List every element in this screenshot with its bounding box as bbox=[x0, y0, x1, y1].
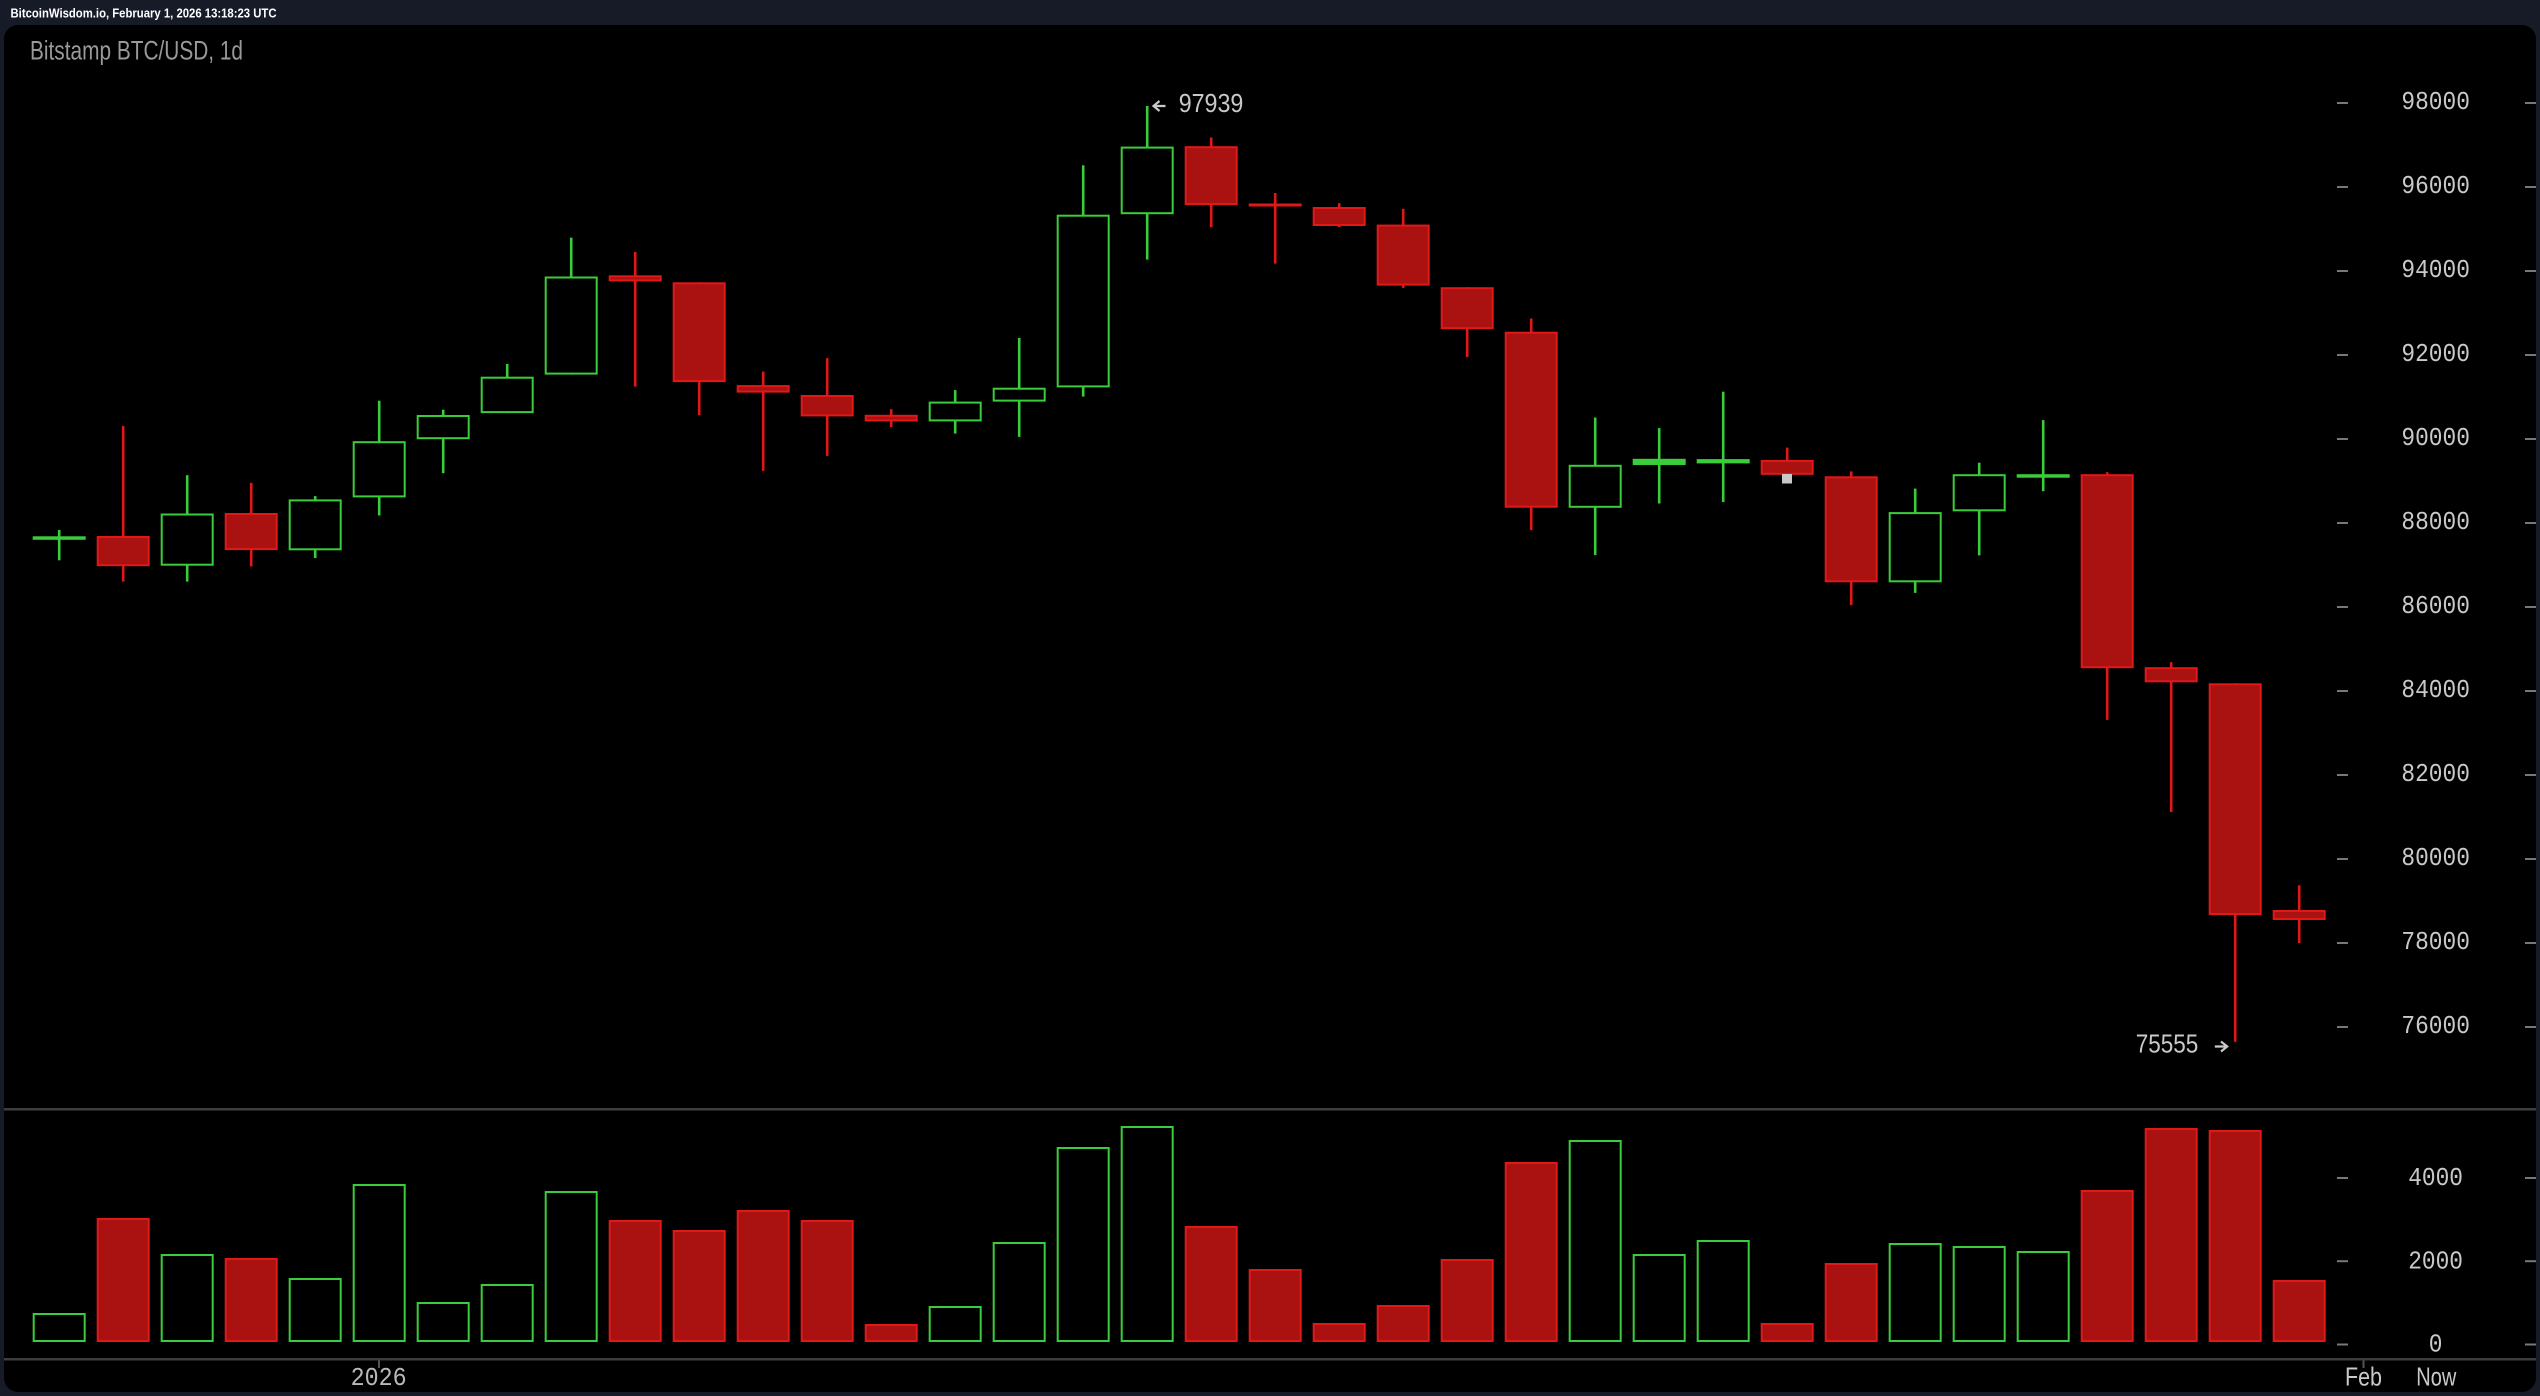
svg-text:Feb: Feb bbox=[2345, 1362, 2382, 1392]
svg-text:Bitstamp BTC/USD, 1d: Bitstamp BTC/USD, 1d bbox=[30, 36, 243, 66]
svg-text:86000: 86000 bbox=[2401, 591, 2470, 621]
svg-text:4000: 4000 bbox=[2408, 1163, 2463, 1193]
svg-text:88000: 88000 bbox=[2401, 507, 2470, 537]
svg-text:0: 0 bbox=[2429, 1330, 2443, 1360]
svg-text:82000: 82000 bbox=[2401, 759, 2470, 789]
svg-text:90000: 90000 bbox=[2401, 423, 2470, 453]
svg-text:2026: 2026 bbox=[351, 1363, 407, 1393]
svg-text:84000: 84000 bbox=[2401, 675, 2470, 705]
svg-text:94000: 94000 bbox=[2401, 255, 2470, 285]
svg-text:98000: 98000 bbox=[2401, 87, 2470, 117]
svg-text:2000: 2000 bbox=[2408, 1246, 2463, 1276]
svg-text:80000: 80000 bbox=[2401, 843, 2470, 873]
svg-text:76000: 76000 bbox=[2401, 1011, 2470, 1041]
svg-text:BitcoinWisdom.io, February 1,: BitcoinWisdom.io, February 1, 2026 13:18… bbox=[11, 6, 278, 21]
svg-text:Now: Now bbox=[2416, 1362, 2456, 1392]
svg-text:78000: 78000 bbox=[2401, 927, 2470, 957]
svg-text:96000: 96000 bbox=[2401, 171, 2470, 201]
svg-text:97939: 97939 bbox=[1179, 88, 1244, 118]
svg-text:75555: 75555 bbox=[2136, 1029, 2199, 1059]
svg-text:92000: 92000 bbox=[2401, 339, 2470, 369]
